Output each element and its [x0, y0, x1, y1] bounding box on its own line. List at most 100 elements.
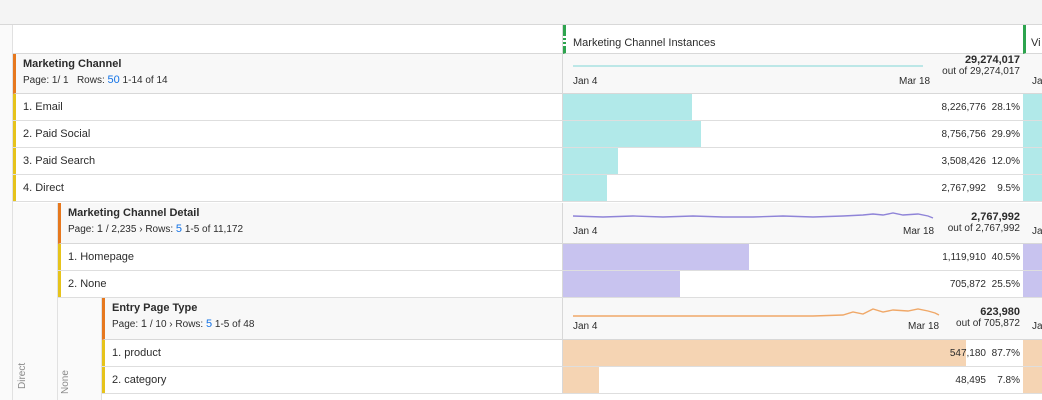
dimension-title: Marketing Channel Detail: [68, 207, 200, 219]
x-axis-start: Jan 4: [573, 76, 598, 87]
total-out-of: out of 705,872: [956, 318, 1020, 329]
metric-percent: 7.8%: [997, 374, 1020, 386]
table-row[interactable]: 1. Homepage 1,119,910 40.5%: [58, 244, 1042, 271]
sparkline-cell: Jan 4 Mar 18 29,274,017 out of 29,274,01…: [563, 54, 1023, 94]
metric-value: 3,508,426: [941, 155, 987, 167]
metric-cell[interactable]: 48,495 7.8%: [563, 367, 1023, 393]
dimension-header-entry-page-type[interactable]: Entry Page Type Page: 1 / 10 › Rows: 5 1…: [102, 298, 563, 340]
sparkline: [573, 65, 923, 67]
metric-column-header[interactable]: Marketing Channel Instances: [563, 25, 1023, 54]
percent-bar: [563, 367, 599, 393]
dimension-header-channel-detail[interactable]: Marketing Channel Detail Page: 1 / 2,235…: [58, 203, 563, 244]
next-column-cell[interactable]: [1023, 94, 1042, 120]
next-column-cell[interactable]: [1023, 244, 1042, 270]
next-sparkline-cell: Ja: [1023, 203, 1042, 244]
metric-cell[interactable]: 705,872 25.5%: [563, 271, 1023, 297]
rows-dropdown[interactable]: 5: [206, 318, 213, 330]
row-range: 1-5 of 11,172: [184, 224, 244, 235]
header-spacer: [13, 25, 563, 54]
pagination: Page: 1/ 1 Rows: 50 1-14 of 14: [23, 74, 562, 86]
next-column-title: Vi: [1031, 37, 1041, 49]
percent-bar: [563, 175, 607, 201]
pagination: Page: 1 / 2,235 › Rows: 5 1-5 of 11,172: [68, 223, 562, 235]
table-row[interactable]: 2. category 48,495 7.8%: [102, 367, 1042, 394]
percent-bar: [563, 244, 750, 270]
metric-value: 705,872: [949, 278, 986, 290]
row-label[interactable]: 1. Email: [13, 94, 563, 120]
rows-dropdown[interactable]: 5: [175, 223, 183, 235]
table-row[interactable]: 2. Paid Social 8,756,756 29.9%: [13, 121, 1042, 148]
next-page-icon[interactable]: ›: [169, 319, 173, 330]
row-label[interactable]: 2. category: [102, 367, 563, 393]
metric-percent: 40.5%: [991, 251, 1020, 263]
next-column-bar: [1023, 271, 1042, 297]
next-column-cell[interactable]: [1023, 121, 1042, 147]
dimension-title: Entry Page Type: [112, 302, 198, 314]
percent-bar: [563, 340, 967, 366]
next-column-cell[interactable]: [1023, 175, 1042, 201]
next-column-cell[interactable]: [1023, 367, 1042, 393]
row-label[interactable]: 4. Direct: [13, 175, 563, 201]
metric-column-title: Marketing Channel Instances: [573, 37, 716, 49]
metric-percent: 87.7%: [991, 347, 1020, 359]
column-drag-handle[interactable]: [1023, 34, 1026, 48]
total-out-of: out of 29,274,017: [942, 66, 1020, 77]
rows-dropdown[interactable]: 50: [107, 74, 120, 86]
next-sparkline-cell: Ja: [1023, 54, 1042, 94]
row-range: 1-14 of 14: [122, 75, 168, 86]
metric-cell[interactable]: 3,508,426 12.0%: [563, 148, 1023, 174]
table-row[interactable]: 1. Email 8,226,776 28.1%: [13, 94, 1042, 121]
rows-label: Rows:: [175, 319, 204, 330]
next-column-bar: [1023, 121, 1042, 147]
metric-cell[interactable]: 547,180 87.7%: [563, 340, 1023, 366]
page-label: Page:: [112, 319, 139, 330]
sparkline: [572, 212, 934, 219]
sparkline: [573, 308, 940, 317]
row-label[interactable]: 1. product: [102, 340, 563, 366]
rows-label: Rows:: [76, 75, 105, 86]
x-axis-end: Mar 18: [908, 321, 940, 332]
metric-percent: 12.0%: [991, 155, 1020, 167]
percent-bar: [563, 94, 693, 120]
row-label[interactable]: 3. Paid Search: [13, 148, 563, 174]
next-axis-start: Ja: [1032, 226, 1042, 237]
table-row[interactable]: 2. None 705,872 25.5%: [58, 271, 1042, 298]
column-total: 29,274,017 out of 29,274,017: [942, 54, 1020, 77]
next-column-cell[interactable]: [1023, 271, 1042, 297]
column-total: 623,980 out of 705,872: [956, 306, 1020, 329]
table-row[interactable]: 3. Paid Search 3,508,426 12.0%: [13, 148, 1042, 175]
column-drag-handle[interactable]: [563, 34, 566, 48]
page-input[interactable]: 1: [96, 223, 104, 235]
page-input[interactable]: 1: [140, 318, 148, 330]
breakdown-gutter-level2: None: [58, 298, 102, 400]
next-sparkline-cell: Ja: [1023, 298, 1042, 340]
metric-value: 48,495: [955, 374, 986, 386]
percent-bar: [563, 121, 701, 147]
metric-value: 8,226,776: [941, 101, 987, 113]
row-label[interactable]: 1. Homepage: [58, 244, 563, 270]
pagination: Page: 1 / 10 › Rows: 5 1-5 of 48: [112, 318, 562, 330]
row-label[interactable]: 2. None: [58, 271, 563, 297]
breakdown-label-none: None: [60, 370, 71, 394]
table-row[interactable]: 4. Direct 2,767,992 9.5%: [13, 175, 1042, 202]
next-metric-column-header[interactable]: Vi: [1023, 25, 1042, 54]
page-label: Page:: [68, 224, 95, 235]
row-label[interactable]: 2. Paid Social: [13, 121, 563, 147]
metric-cell[interactable]: 8,756,756 29.9%: [563, 121, 1023, 147]
next-column-bar: [1023, 175, 1042, 201]
next-page-icon[interactable]: ›: [139, 224, 143, 235]
next-column-cell[interactable]: [1023, 148, 1042, 174]
table-row[interactable]: 1. product 547,180 87.7%: [102, 340, 1042, 367]
total-out-of: out of 2,767,992: [947, 223, 1020, 234]
metric-cell[interactable]: 2,767,992 9.5%: [563, 175, 1023, 201]
sparkline-cell: Jan 4 Mar 18 623,980 out of 705,872: [563, 298, 1023, 340]
next-axis-start: Ja: [1032, 321, 1042, 332]
rows-label: Rows:: [145, 224, 174, 235]
next-column-cell[interactable]: [1023, 340, 1042, 366]
metric-cell[interactable]: 1,119,910 40.5%: [563, 244, 1023, 270]
next-axis-start: Ja: [1032, 76, 1042, 87]
metric-cell[interactable]: 8,226,776 28.1%: [563, 94, 1023, 120]
row-range: 1-5 of 48: [214, 319, 255, 330]
dimension-header-marketing-channel[interactable]: Marketing Channel Page: 1/ 1 Rows: 50 1-…: [13, 54, 563, 94]
metric-percent: 9.5%: [997, 182, 1020, 194]
